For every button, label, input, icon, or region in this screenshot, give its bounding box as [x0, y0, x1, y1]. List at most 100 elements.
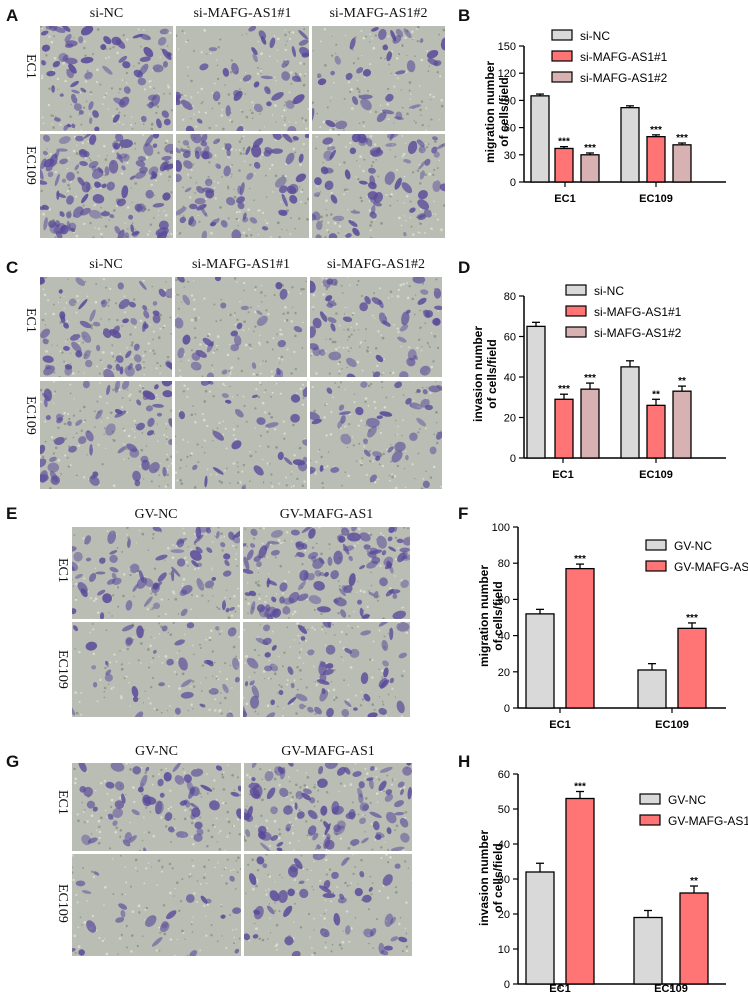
pore-speck: [406, 282, 408, 285]
pore-speck: [438, 33, 440, 36]
significance-label: ***: [584, 373, 596, 384]
stained-cell: [178, 411, 186, 420]
pore-speck: [283, 104, 286, 107]
stained-cell: [107, 813, 114, 820]
pore-speck: [204, 915, 207, 918]
stained-cell: [361, 614, 371, 619]
pore-speck: [304, 640, 306, 642]
stained-cell: [338, 533, 344, 538]
pore-speck: [76, 813, 79, 816]
pore-speck: [260, 73, 262, 75]
stained-cell: [296, 552, 305, 558]
pore-speck: [134, 148, 136, 150]
pore-speck: [92, 875, 95, 879]
pore-speck: [226, 818, 229, 820]
stained-cell: [312, 832, 319, 841]
pore-speck: [258, 937, 261, 941]
pore-speck: [251, 111, 254, 115]
pore-speck: [276, 49, 279, 51]
stained-cell: [426, 49, 439, 59]
pore-speck: [98, 484, 100, 487]
pore-speck: [148, 666, 151, 669]
pore-speck: [118, 111, 121, 114]
pore-speck: [298, 217, 301, 220]
stained-cell: [223, 165, 231, 177]
pore-speck: [253, 199, 256, 201]
pore-speck: [252, 372, 256, 376]
pore-speck: [341, 940, 345, 944]
pore-speck: [326, 791, 329, 794]
pore-speck: [194, 327, 197, 330]
pore-speck: [158, 485, 161, 488]
pore-speck: [315, 683, 318, 687]
pore-speck: [257, 713, 259, 715]
pore-speck: [348, 423, 351, 426]
pore-speck: [419, 222, 423, 226]
pore-speck: [275, 79, 277, 82]
pore-speck: [438, 118, 441, 121]
pore-speck: [305, 686, 308, 689]
pore-speck: [101, 939, 105, 943]
pore-speck: [294, 902, 296, 905]
stained-cell: [349, 648, 360, 658]
micrograph-image: [240, 758, 412, 852]
pore-speck: [221, 175, 223, 178]
pore-speck: [143, 366, 146, 369]
pore-speck: [179, 214, 181, 216]
stained-cell: [153, 602, 161, 610]
stained-cell: [308, 595, 322, 605]
pore-speck: [121, 325, 124, 327]
stained-cell: [319, 311, 328, 323]
pore-speck: [159, 327, 162, 330]
stained-cell: [332, 215, 345, 222]
stained-cell: [159, 922, 170, 933]
pore-speck: [72, 585, 75, 587]
pore-speck: [336, 886, 339, 888]
stained-cell: [107, 364, 113, 369]
micrograph-image: [174, 274, 307, 383]
pore-speck: [130, 343, 134, 347]
pore-speck: [120, 695, 123, 698]
pore-speck: [267, 677, 270, 680]
pore-speck: [278, 783, 281, 787]
stained-cell: [283, 905, 293, 917]
pore-speck: [352, 48, 354, 51]
pore-speck: [103, 433, 105, 436]
pore-speck: [242, 281, 246, 285]
pore-speck: [267, 313, 270, 316]
pore-speck: [279, 328, 282, 332]
pore-speck: [245, 420, 248, 423]
pore-speck: [293, 639, 295, 641]
pore-speck: [387, 118, 390, 121]
stained-cell: [58, 52, 68, 62]
stained-cell: [132, 470, 141, 482]
stained-cell: [43, 134, 51, 142]
pore-speck: [223, 535, 226, 538]
pore-speck: [367, 908, 371, 911]
stained-cell: [330, 570, 339, 580]
pore-speck: [165, 139, 169, 143]
stained-cell: [214, 274, 222, 282]
stained-cell: [348, 555, 353, 562]
micrograph-texture: [72, 760, 245, 854]
stained-cell: [223, 553, 231, 560]
stained-cell: [221, 393, 229, 398]
pore-speck: [134, 182, 138, 185]
stained-cell: [351, 133, 361, 143]
stained-cell: [125, 600, 133, 611]
stained-cell: [406, 60, 416, 73]
pore-speck: [90, 870, 94, 873]
significance-label: ***: [584, 143, 596, 154]
pore-speck: [273, 76, 276, 79]
stained-cell: [89, 134, 97, 145]
pore-speck: [101, 463, 104, 466]
stained-cell: [343, 585, 353, 594]
pore-speck: [176, 232, 179, 234]
pore-speck: [218, 848, 222, 851]
pore-speck: [83, 40, 86, 43]
pore-speck: [44, 276, 47, 279]
stained-cell: [301, 524, 314, 533]
pore-speck: [369, 460, 372, 463]
pore-speck: [184, 94, 187, 97]
pore-speck: [230, 367, 233, 370]
